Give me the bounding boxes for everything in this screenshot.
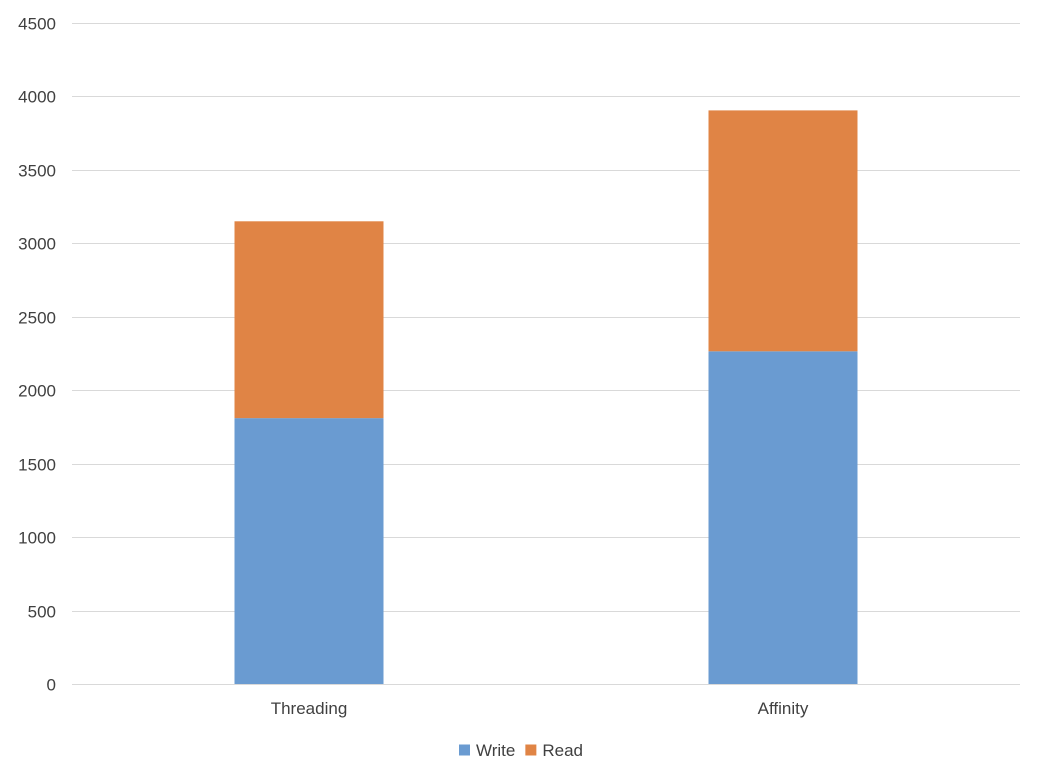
bar-write-threading bbox=[234, 418, 384, 684]
bars bbox=[234, 110, 858, 684]
y-tick-label: 1500 bbox=[18, 456, 56, 475]
legend-label-read: Read bbox=[542, 741, 583, 760]
y-tick-label: 3500 bbox=[18, 162, 56, 181]
legend: Write Read bbox=[459, 741, 583, 760]
bar-write-affinity bbox=[708, 351, 858, 684]
legend-swatch-read bbox=[525, 744, 537, 756]
legend-swatch-write bbox=[459, 744, 470, 756]
y-tick-label: 1000 bbox=[18, 529, 56, 548]
y-tick-label: 2000 bbox=[18, 382, 56, 401]
bar-read-affinity bbox=[708, 110, 858, 352]
gridlines bbox=[72, 23, 1020, 685]
x-tick-label: Threading bbox=[271, 699, 348, 718]
bar-read-threading bbox=[234, 221, 384, 419]
y-axis-tick-labels: 0 500 1000 1500 2000 2500 3000 3500 4000 4500 bbox=[18, 15, 56, 695]
y-tick-label: 4000 bbox=[18, 88, 56, 107]
y-tick-label: 500 bbox=[28, 603, 56, 622]
y-tick-label: 2500 bbox=[18, 309, 56, 328]
y-tick-label: 0 bbox=[47, 676, 56, 695]
y-tick-label: 3000 bbox=[18, 235, 56, 254]
y-tick-label: 4500 bbox=[18, 15, 56, 34]
x-tick-label: Affinity bbox=[758, 699, 809, 718]
x-axis-tick-labels: Threading Affinity bbox=[271, 699, 809, 718]
legend-label-write: Write bbox=[476, 741, 515, 760]
